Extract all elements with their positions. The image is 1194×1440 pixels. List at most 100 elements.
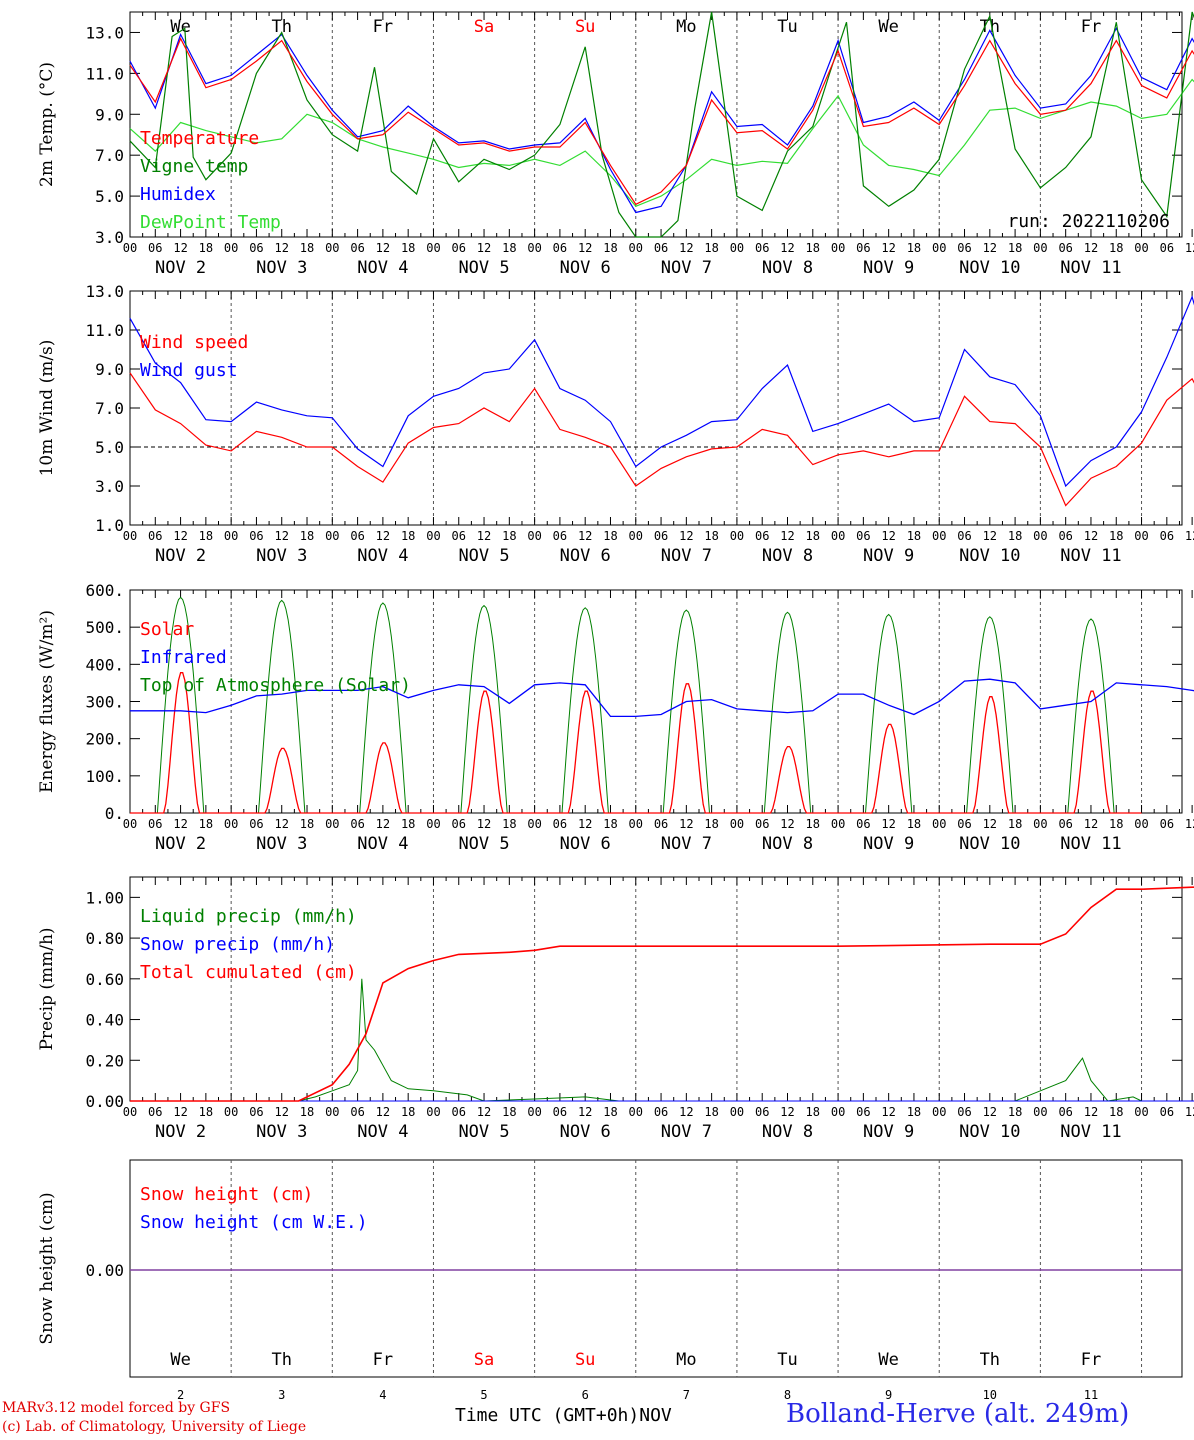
hour-tick-label: 06 <box>553 817 567 831</box>
hour-tick-label: 12 <box>173 529 187 543</box>
temp-series-line <box>129 11 1194 238</box>
hour-tick-label: 06 <box>249 817 263 831</box>
hour-tick-label: 06 <box>452 817 466 831</box>
day-number-label: 7 <box>683 1388 690 1402</box>
solar-bump <box>130 672 232 814</box>
solar-bump <box>838 723 940 814</box>
hour-tick-label: 06 <box>755 817 769 831</box>
weekday-label: Fr <box>1081 1350 1101 1370</box>
hour-tick-label: 00 <box>325 1105 339 1119</box>
panel-5-ylabel: Snow height (cm) <box>37 1192 57 1344</box>
date-label: NOV 10 <box>959 1122 1020 1142</box>
y-tick-label: 7.0 <box>95 399 124 418</box>
hour-tick-label: 18 <box>603 817 617 831</box>
hour-tick-label: 12 <box>1185 1105 1194 1119</box>
date-label: NOV 8 <box>762 834 813 854</box>
precip-legend-2: Snow precip (mm/h) <box>140 934 335 955</box>
hour-tick-label: 18 <box>704 529 718 543</box>
x-axis-title: Time UTC (GMT+0h)NOV <box>455 1405 672 1426</box>
weekday-label: We <box>170 17 190 37</box>
hour-tick-label: 18 <box>401 529 415 543</box>
precip-legend-1: Liquid precip (mm/h) <box>140 906 357 927</box>
hour-tick-label: 00 <box>123 817 137 831</box>
day-number-label: 6 <box>582 1388 589 1402</box>
hour-tick-label: 00 <box>1134 241 1148 255</box>
hour-tick-label: 06 <box>553 529 567 543</box>
day-number-label: 11 <box>1084 1388 1098 1402</box>
hour-tick-label: 18 <box>1109 817 1123 831</box>
date-label: NOV 5 <box>458 258 509 278</box>
hour-tick-label: 12 <box>679 1105 693 1119</box>
snow-legend-1: Snow height (cm) <box>140 1184 313 1205</box>
date-label: NOV 9 <box>863 546 914 566</box>
solar-bump <box>1040 690 1142 814</box>
hour-tick-label: 00 <box>932 817 946 831</box>
hour-tick-label: 06 <box>452 241 466 255</box>
hour-tick-label: 00 <box>1033 817 1047 831</box>
hour-tick-label: 12 <box>275 1105 289 1119</box>
date-label: NOV 11 <box>1060 546 1121 566</box>
hour-tick-label: 18 <box>502 817 516 831</box>
hour-tick-label: 06 <box>148 529 162 543</box>
x-axis-month: NOV <box>639 1405 672 1426</box>
hour-tick-label: 12 <box>679 817 693 831</box>
hour-tick-label: 18 <box>806 1105 820 1119</box>
hour-tick-label: 06 <box>452 529 466 543</box>
hour-tick-label: 18 <box>907 241 921 255</box>
day-number-label: 5 <box>480 1388 487 1402</box>
y-tick-label: 7.0 <box>95 146 124 165</box>
hour-tick-label: 00 <box>426 529 440 543</box>
weekday-label: Su <box>575 1350 595 1370</box>
hour-tick-label: 00 <box>224 529 238 543</box>
hour-tick-label: 06 <box>856 241 870 255</box>
y-tick-label: 0.00 <box>85 1261 124 1280</box>
hour-tick-label: 06 <box>350 817 364 831</box>
y-tick-label: 300. <box>85 693 124 712</box>
precip-series-line <box>130 978 1194 1102</box>
day-number-label: 8 <box>784 1388 791 1402</box>
date-label: NOV 2 <box>155 1122 206 1142</box>
hour-tick-label: 00 <box>629 817 643 831</box>
x-axis-title-text: Time UTC (GMT+0h) <box>455 1405 640 1426</box>
date-label: NOV 4 <box>357 1122 408 1142</box>
hour-tick-label: 00 <box>426 817 440 831</box>
hour-tick-label: 18 <box>704 241 718 255</box>
hour-tick-label: 06 <box>1058 817 1072 831</box>
credit-line-1: MARv3.12 model forced by GFS <box>2 1400 231 1416</box>
date-label: NOV 10 <box>959 834 1020 854</box>
weekday-label: Fr <box>373 17 393 37</box>
y-tick-label: 5.0 <box>95 438 124 457</box>
precip-series-line <box>130 886 1194 1102</box>
hour-tick-label: 06 <box>856 817 870 831</box>
date-label: NOV 11 <box>1060 834 1121 854</box>
y-tick-label: 500. <box>85 618 124 637</box>
hour-tick-label: 18 <box>199 529 213 543</box>
hour-tick-label: 18 <box>907 529 921 543</box>
date-label: NOV 9 <box>863 1122 914 1142</box>
hour-tick-label: 06 <box>148 1105 162 1119</box>
hour-tick-label: 12 <box>578 529 592 543</box>
date-label: NOV 8 <box>762 546 813 566</box>
hour-tick-label: 00 <box>730 529 744 543</box>
hour-tick-label: 12 <box>578 817 592 831</box>
hour-tick-label: 12 <box>1084 241 1098 255</box>
toa-solar-arch <box>332 602 434 814</box>
hour-tick-label: 18 <box>199 1105 213 1119</box>
hour-tick-label: 12 <box>173 817 187 831</box>
hour-tick-label: 00 <box>123 1105 137 1119</box>
weekday-label: Tu <box>777 17 797 37</box>
temp-legend-2: Vigne temp <box>140 156 248 177</box>
hour-tick-label: 18 <box>401 817 415 831</box>
hour-tick-label: 12 <box>477 529 491 543</box>
hour-tick-label: 00 <box>325 817 339 831</box>
energy-legend-2: Infrared <box>140 647 227 668</box>
hour-tick-label: 18 <box>401 241 415 255</box>
toa-solar-arch <box>635 609 737 814</box>
panel-2-frame <box>129 290 1183 526</box>
hour-tick-label: 12 <box>780 241 794 255</box>
hour-tick-label: 06 <box>1160 1105 1174 1119</box>
date-label: NOV 11 <box>1060 258 1121 278</box>
hour-tick-label: 18 <box>603 1105 617 1119</box>
hour-tick-label: 18 <box>603 529 617 543</box>
weekday-label: We <box>170 1350 190 1370</box>
